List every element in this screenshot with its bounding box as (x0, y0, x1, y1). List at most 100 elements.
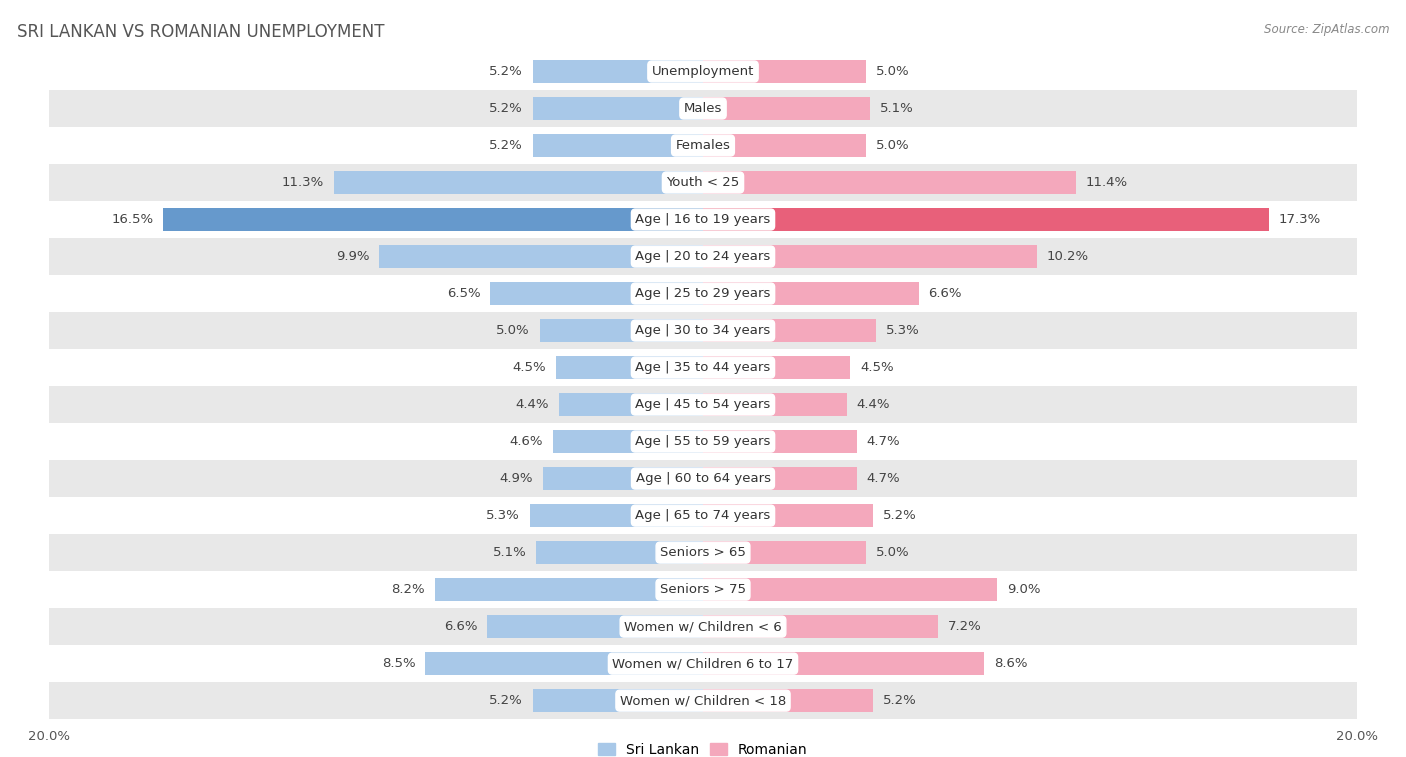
Text: Age | 45 to 54 years: Age | 45 to 54 years (636, 398, 770, 411)
Bar (49, 386, 1357, 423)
Text: 6.6%: 6.6% (928, 287, 962, 300)
Text: 5.2%: 5.2% (489, 694, 523, 707)
Bar (543, 467, 703, 490)
Text: 5.0%: 5.0% (876, 139, 910, 152)
Bar (536, 541, 703, 564)
Text: 5.1%: 5.1% (492, 546, 526, 559)
Bar (49, 571, 1357, 608)
Bar (49, 164, 1357, 201)
Bar (491, 282, 703, 305)
Text: Males: Males (683, 102, 723, 115)
Bar (703, 467, 856, 490)
Text: 4.7%: 4.7% (866, 435, 900, 448)
Text: 5.3%: 5.3% (486, 509, 520, 522)
Bar (49, 423, 1357, 460)
Text: Unemployment: Unemployment (652, 65, 754, 78)
Bar (533, 134, 703, 157)
Text: 5.3%: 5.3% (886, 324, 920, 337)
Text: 5.2%: 5.2% (883, 509, 917, 522)
Bar (703, 504, 873, 527)
Bar (560, 393, 703, 416)
Text: 8.6%: 8.6% (994, 657, 1028, 670)
Bar (555, 356, 703, 379)
Text: 8.5%: 8.5% (381, 657, 415, 670)
Bar (49, 238, 1357, 275)
Text: Source: ZipAtlas.com: Source: ZipAtlas.com (1264, 23, 1389, 36)
Bar (703, 356, 851, 379)
Text: 6.6%: 6.6% (444, 620, 478, 633)
Bar (703, 430, 856, 453)
Text: 8.2%: 8.2% (391, 583, 425, 596)
Text: 5.0%: 5.0% (496, 324, 530, 337)
Bar (703, 97, 870, 120)
Bar (533, 60, 703, 83)
Bar (703, 615, 938, 638)
Bar (533, 97, 703, 120)
Bar (703, 282, 918, 305)
Text: Seniors > 65: Seniors > 65 (659, 546, 747, 559)
Bar (703, 245, 1036, 268)
Bar (425, 653, 703, 675)
Bar (703, 208, 1268, 231)
Text: 5.0%: 5.0% (876, 65, 910, 78)
Text: 5.2%: 5.2% (489, 139, 523, 152)
Bar (49, 275, 1357, 312)
Text: 4.4%: 4.4% (856, 398, 890, 411)
Text: SRI LANKAN VS ROMANIAN UNEMPLOYMENT: SRI LANKAN VS ROMANIAN UNEMPLOYMENT (17, 23, 384, 41)
Text: 6.5%: 6.5% (447, 287, 481, 300)
Bar (488, 615, 703, 638)
Text: Age | 65 to 74 years: Age | 65 to 74 years (636, 509, 770, 522)
Bar (703, 541, 866, 564)
Text: 4.9%: 4.9% (499, 472, 533, 485)
Text: 17.3%: 17.3% (1278, 213, 1320, 226)
Text: 4.4%: 4.4% (516, 398, 550, 411)
Text: Age | 20 to 24 years: Age | 20 to 24 years (636, 250, 770, 263)
Bar (703, 319, 876, 342)
Text: Age | 35 to 44 years: Age | 35 to 44 years (636, 361, 770, 374)
Text: 4.7%: 4.7% (866, 472, 900, 485)
Bar (49, 312, 1357, 349)
Bar (540, 319, 703, 342)
Bar (163, 208, 703, 231)
Bar (380, 245, 703, 268)
Text: 5.2%: 5.2% (883, 694, 917, 707)
Text: Age | 30 to 34 years: Age | 30 to 34 years (636, 324, 770, 337)
Text: Youth < 25: Youth < 25 (666, 176, 740, 189)
Text: 4.5%: 4.5% (860, 361, 894, 374)
Text: Age | 60 to 64 years: Age | 60 to 64 years (636, 472, 770, 485)
Text: 4.5%: 4.5% (512, 361, 546, 374)
Text: Females: Females (675, 139, 731, 152)
Bar (703, 171, 1076, 194)
Text: 10.2%: 10.2% (1046, 250, 1088, 263)
Bar (49, 460, 1357, 497)
Bar (49, 349, 1357, 386)
Bar (49, 127, 1357, 164)
Text: Age | 25 to 29 years: Age | 25 to 29 years (636, 287, 770, 300)
Bar (703, 393, 846, 416)
Bar (49, 53, 1357, 90)
Text: 4.6%: 4.6% (509, 435, 543, 448)
Text: 9.0%: 9.0% (1007, 583, 1040, 596)
Text: Women w/ Children < 6: Women w/ Children < 6 (624, 620, 782, 633)
Bar (553, 430, 703, 453)
Bar (49, 497, 1357, 534)
Bar (530, 504, 703, 527)
Bar (49, 201, 1357, 238)
Text: 5.2%: 5.2% (489, 65, 523, 78)
Text: 5.0%: 5.0% (876, 546, 910, 559)
Text: 16.5%: 16.5% (111, 213, 153, 226)
Bar (49, 645, 1357, 682)
Bar (434, 578, 703, 601)
Bar (703, 134, 866, 157)
Text: 7.2%: 7.2% (948, 620, 981, 633)
Text: 11.4%: 11.4% (1085, 176, 1128, 189)
Legend: Sri Lankan, Romanian: Sri Lankan, Romanian (593, 737, 813, 757)
Bar (533, 689, 703, 712)
Bar (49, 682, 1357, 719)
Text: Women w/ Children 6 to 17: Women w/ Children 6 to 17 (613, 657, 793, 670)
Bar (703, 578, 997, 601)
Bar (49, 90, 1357, 127)
Text: Women w/ Children < 18: Women w/ Children < 18 (620, 694, 786, 707)
Bar (49, 534, 1357, 571)
Text: 11.3%: 11.3% (281, 176, 323, 189)
